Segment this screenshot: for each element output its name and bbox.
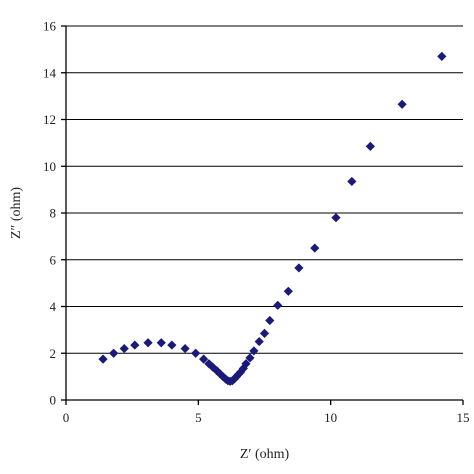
y-tick-label: 4 (50, 299, 57, 314)
y-tick-label: 16 (43, 19, 57, 34)
y-tick-label: 6 (50, 252, 57, 267)
x-tick-label: 5 (195, 410, 202, 425)
data-point (199, 354, 209, 364)
data-point (245, 353, 255, 363)
data-point (119, 343, 129, 354)
data-point (294, 263, 304, 273)
data-point (204, 359, 214, 369)
data-point (167, 340, 177, 350)
data-point (98, 354, 108, 364)
data-point (249, 346, 259, 356)
y-axis-label: Z″ (ohm) (9, 187, 24, 239)
x-axis-label: Z′ (ohm) (240, 447, 290, 462)
y-tick-label: 10 (43, 159, 56, 174)
data-point (254, 336, 264, 347)
data-point (397, 99, 407, 109)
data-point (156, 338, 166, 348)
data-point (347, 176, 357, 187)
x-tick-label: 15 (457, 410, 470, 425)
data-point (241, 359, 251, 369)
x-tick-label: 0 (63, 410, 70, 425)
x-tick-label: 10 (324, 410, 337, 425)
data-point (310, 243, 320, 253)
data-point (130, 340, 140, 350)
data-point (283, 286, 293, 296)
y-tick-label: 8 (50, 206, 57, 221)
data-point (259, 328, 270, 338)
data-point (143, 338, 153, 348)
data-point (265, 315, 275, 326)
data-point (191, 348, 201, 358)
tick-labels: 0 2 4 6 8 10 12 14 16 0 5 10 15 (43, 19, 470, 426)
data-point (331, 213, 341, 223)
axes (61, 25, 464, 405)
data-point (437, 51, 447, 61)
data-point (365, 141, 375, 151)
y-tick-label: 14 (43, 65, 57, 80)
y-tick-label: 0 (50, 393, 57, 408)
data-point (236, 367, 246, 377)
data-points (98, 51, 447, 386)
data-point (109, 348, 119, 358)
gridlines (66, 25, 463, 354)
data-point (273, 300, 283, 310)
data-point (180, 343, 190, 354)
data-point (208, 362, 218, 372)
data-point (238, 363, 248, 374)
y-tick-label: 2 (50, 346, 57, 361)
y-tick-label: 12 (43, 112, 56, 127)
